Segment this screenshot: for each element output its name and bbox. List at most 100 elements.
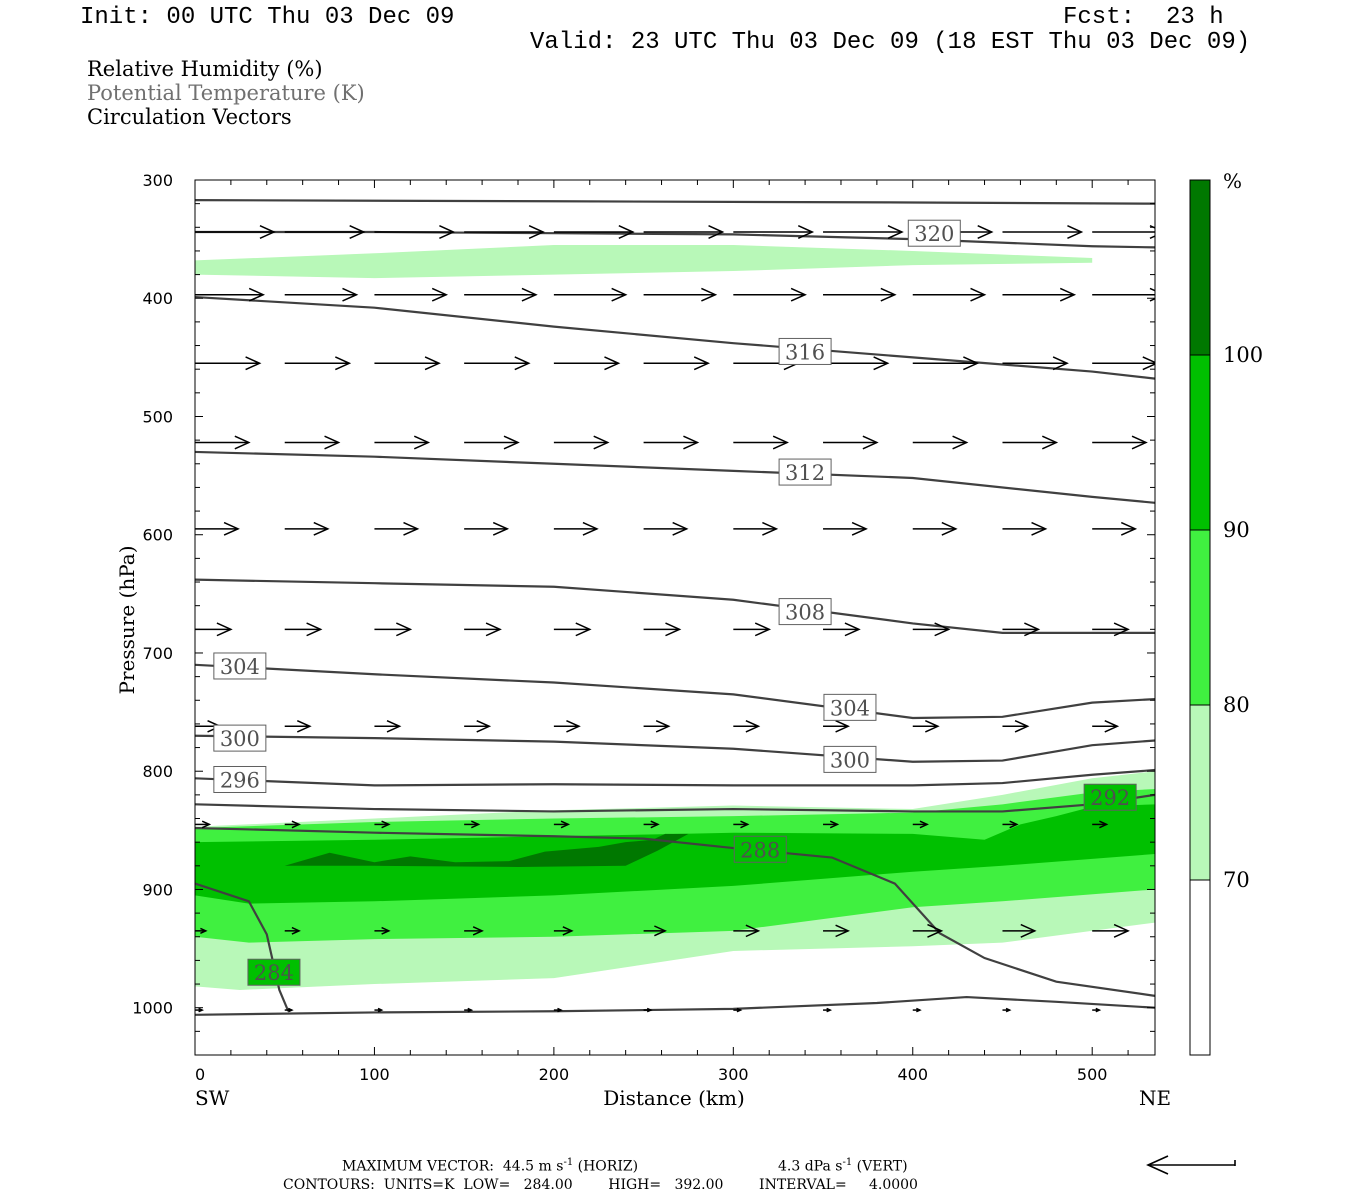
vector-head bbox=[216, 622, 233, 637]
vector-arrow bbox=[823, 820, 840, 829]
theta-label-box bbox=[778, 458, 832, 486]
vector-head bbox=[1014, 719, 1030, 733]
sw-end-label: SW bbox=[195, 1086, 230, 1110]
vector-head bbox=[381, 820, 391, 829]
colorbar-band bbox=[1190, 880, 1210, 1055]
vector-arrow bbox=[823, 521, 868, 536]
theta-contour-324-11 bbox=[195, 199, 1155, 205]
vector-head bbox=[740, 820, 750, 829]
vert-unit-exponent: -1 bbox=[842, 1157, 853, 1168]
vector-head bbox=[562, 926, 574, 936]
vector-arrow bbox=[733, 287, 807, 302]
vector-head bbox=[248, 287, 266, 302]
vector-head bbox=[970, 287, 987, 302]
vector-head bbox=[1131, 435, 1148, 450]
rh-region-100-4 bbox=[284, 833, 689, 867]
theta-label-text: 300 bbox=[220, 727, 260, 751]
vector-arrow bbox=[284, 719, 312, 733]
vector-arrow bbox=[823, 1007, 833, 1013]
vector-arrow bbox=[823, 435, 879, 450]
vector-arrow bbox=[733, 719, 761, 733]
vector-arrow bbox=[284, 521, 330, 536]
vector-arrow bbox=[195, 820, 212, 829]
vector-arrow bbox=[464, 1007, 474, 1013]
vector-head bbox=[396, 622, 413, 637]
vector-head bbox=[1067, 225, 1084, 240]
vector-arrow bbox=[643, 719, 671, 733]
vector-arrow bbox=[464, 820, 481, 829]
vector-arrow bbox=[464, 435, 520, 450]
vector-arrow bbox=[1002, 356, 1069, 371]
vector-head bbox=[566, 719, 581, 733]
theta-contour-308-3 bbox=[195, 578, 1155, 634]
colorbar-label: 70 bbox=[1223, 868, 1250, 892]
vector-head bbox=[521, 287, 538, 302]
vector-arrow bbox=[643, 820, 660, 829]
legend-vectors: Circulation Vectors bbox=[87, 105, 292, 129]
vert-tag: (VERT) bbox=[856, 1158, 908, 1175]
vector-arrow bbox=[1092, 622, 1130, 637]
vector-arrow bbox=[374, 435, 431, 450]
vector-arrow bbox=[374, 356, 441, 371]
x-tick-label: 200 bbox=[539, 1065, 570, 1084]
forecast-hour-label: Fcst: bbox=[1063, 4, 1136, 31]
vector-head bbox=[934, 622, 951, 637]
vector-head bbox=[654, 925, 667, 937]
colorbar-band bbox=[1190, 705, 1210, 880]
vector-head bbox=[296, 719, 312, 733]
vector-arrow bbox=[1002, 435, 1059, 450]
vector-head bbox=[377, 1007, 384, 1013]
vector-head bbox=[941, 521, 958, 536]
theta-label-text: 284 bbox=[254, 961, 294, 985]
vector-arrow bbox=[643, 521, 689, 536]
vector-arrow bbox=[195, 435, 251, 450]
vector-arrow bbox=[195, 225, 276, 240]
vector-head bbox=[1020, 923, 1037, 938]
vector-arrow bbox=[553, 1007, 563, 1013]
vector-head bbox=[754, 622, 772, 637]
theta-label-text: 292 bbox=[1090, 786, 1130, 810]
legend-rh: Relative Humidity (%) bbox=[87, 57, 323, 81]
vector-head bbox=[324, 435, 341, 450]
theta-label-text: 288 bbox=[740, 838, 780, 862]
vector-head bbox=[873, 356, 890, 371]
colorbar-frame bbox=[1189, 179, 1211, 1056]
vector-head bbox=[977, 225, 994, 240]
vector-head bbox=[223, 521, 240, 536]
vector-head bbox=[762, 521, 779, 536]
theta-label-text: 308 bbox=[785, 601, 825, 625]
vector-arrow bbox=[374, 1007, 384, 1013]
theta-label-box bbox=[213, 765, 267, 793]
vector-arrow bbox=[374, 926, 391, 935]
y-tick-label: 500 bbox=[142, 407, 173, 426]
vector-arrow bbox=[553, 719, 581, 733]
x-axis-label: Distance (km) bbox=[603, 1086, 745, 1110]
vector-arrow bbox=[643, 435, 700, 450]
vector-head bbox=[306, 622, 323, 637]
vector-head bbox=[291, 926, 301, 935]
vector-arrow bbox=[1002, 622, 1041, 637]
vector-arrow bbox=[464, 521, 510, 536]
vector-head bbox=[503, 435, 520, 450]
vector-head bbox=[693, 356, 711, 371]
vector-arrow bbox=[912, 923, 944, 938]
vector-arrow bbox=[553, 622, 592, 637]
vector-arrow bbox=[195, 1007, 205, 1013]
vector-arrow bbox=[1092, 287, 1155, 302]
vector-arrow bbox=[1092, 719, 1120, 733]
vector-head bbox=[259, 225, 276, 240]
vector-head bbox=[611, 287, 628, 302]
vector-arrow bbox=[823, 719, 850, 733]
vert-max-value: 4.3 dPa s bbox=[778, 1158, 843, 1175]
y-tick-label: 700 bbox=[142, 644, 173, 663]
vector-arrow bbox=[733, 1007, 743, 1013]
theta-contour-288-8 bbox=[195, 826, 1155, 997]
vector-head bbox=[200, 927, 208, 934]
vector-head bbox=[467, 1007, 474, 1013]
vector-head bbox=[1104, 719, 1120, 733]
vector-head bbox=[245, 356, 262, 371]
vector-arrow bbox=[464, 287, 538, 302]
y-tick-label: 600 bbox=[142, 526, 173, 545]
vector-arrow bbox=[823, 622, 861, 637]
vector-arrow bbox=[284, 225, 366, 240]
